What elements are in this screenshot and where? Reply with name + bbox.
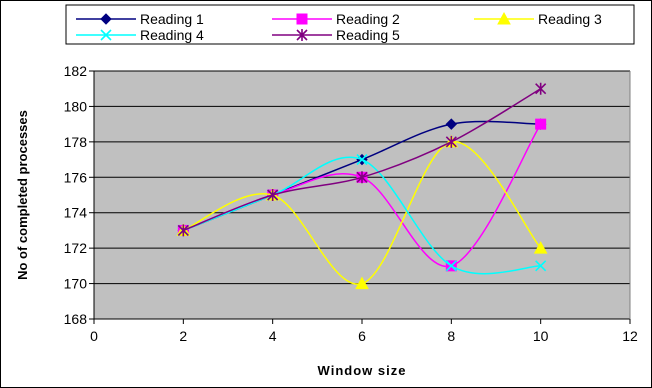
data-point xyxy=(356,171,368,184)
x-axis-title: Window size xyxy=(318,363,407,378)
legend-marker xyxy=(497,11,511,25)
x-tick-label: 2 xyxy=(179,328,187,344)
y-tick-label: 182 xyxy=(64,63,88,79)
legend-item: Reading 3 xyxy=(474,11,602,27)
legend-marker xyxy=(296,13,308,25)
data-point xyxy=(445,135,457,148)
data-point xyxy=(177,224,189,237)
legend-label: Reading 4 xyxy=(140,27,204,43)
y-tick-label: 178 xyxy=(64,134,88,150)
data-point xyxy=(445,118,458,130)
y-tick-label: 176 xyxy=(64,169,88,185)
legend-box xyxy=(65,4,635,45)
legend-label: Reading 5 xyxy=(336,27,400,43)
x-tick-label: 12 xyxy=(622,328,638,344)
y-tick-label: 168 xyxy=(64,311,88,327)
x-tick-label: 10 xyxy=(533,328,549,344)
legend-marker xyxy=(100,13,112,25)
y-tick-label: 170 xyxy=(64,276,88,292)
legend-item: Reading 5 xyxy=(272,27,400,43)
gridlines xyxy=(94,70,630,285)
data-point xyxy=(535,82,547,95)
series-5 xyxy=(177,82,547,237)
legend-label: Reading 1 xyxy=(140,11,204,27)
data-point xyxy=(355,276,369,290)
x-tick-label: 6 xyxy=(358,328,366,344)
y-tick-label: 180 xyxy=(64,98,88,114)
y-tick-label: 174 xyxy=(64,205,88,221)
legend-item: Reading 4 xyxy=(76,27,204,43)
legend-item: Reading 2 xyxy=(272,11,400,27)
axes xyxy=(89,70,631,324)
y-axis-title: No of completed processes xyxy=(15,110,30,280)
data-point xyxy=(535,260,547,272)
legend-marker xyxy=(100,29,112,41)
data-point xyxy=(445,260,457,272)
x-tick-label: 8 xyxy=(447,328,455,344)
data-point xyxy=(267,189,279,201)
legend: Reading 1 Reading 2 Reading 3 Reading 4 Read… xyxy=(65,4,635,45)
legend-item: Reading 1 xyxy=(76,11,204,27)
legend-label: Reading 2 xyxy=(336,11,400,27)
data-point xyxy=(533,241,548,254)
data-point xyxy=(535,118,547,130)
data-point xyxy=(356,154,368,166)
tick-labels: 168 170 172 174 176 178 180 182 0 2 4 6 8 10 12 xyxy=(64,63,638,344)
legend-marker xyxy=(296,29,308,41)
series-line xyxy=(183,141,542,285)
legend-label: Reading 3 xyxy=(538,11,602,27)
x-tick-label: 0 xyxy=(90,328,98,344)
series-group xyxy=(176,82,548,290)
x-tick-label: 4 xyxy=(269,328,277,344)
y-tick-label: 172 xyxy=(64,240,88,256)
